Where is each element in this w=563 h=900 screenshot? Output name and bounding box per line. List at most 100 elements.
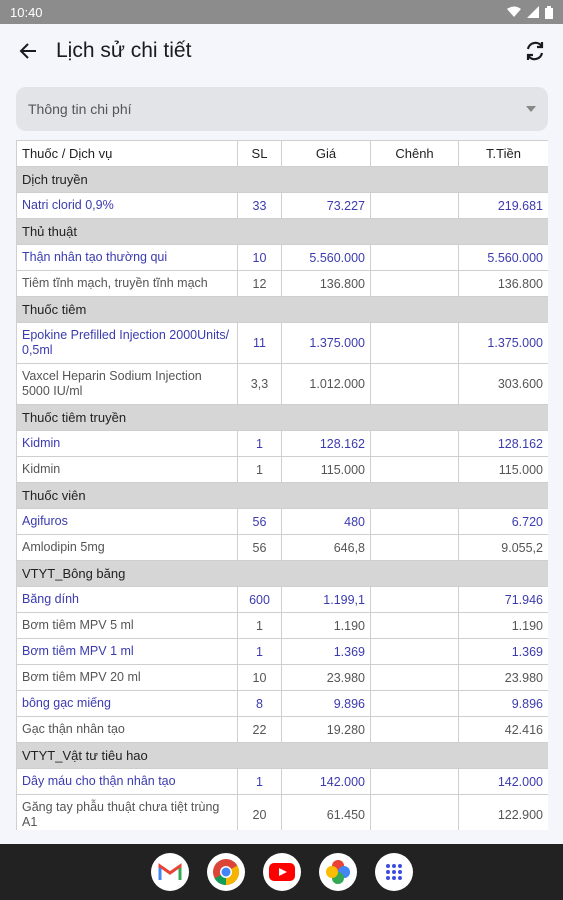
dropdown-label: Thông tin chi phí <box>28 101 132 117</box>
cell-service-name: Natri clorid 0,9% <box>16 192 238 219</box>
wifi-icon <box>507 6 521 17</box>
back-button[interactable] <box>12 35 44 67</box>
table-row[interactable]: Dây máu cho thận nhân tạo 1 142.000 142.000 <box>16 768 548 795</box>
table-group-row: Thuốc viên <box>16 482 548 509</box>
cell-service-name: Epokine Prefilled Injection 2000Units/ 0… <box>16 322 238 364</box>
group-label: Thủ thuật <box>16 218 548 245</box>
arrow-left-icon <box>19 43 36 59</box>
cell-qty: 3,3 <box>237 363 282 405</box>
group-label: VTYT_Vật tư tiêu hao <box>16 742 548 769</box>
cell-qty: 1 <box>237 456 282 483</box>
cell-service-name: Tiêm tĩnh mạch, truyền tĩnh mạch <box>16 270 238 297</box>
app-bar: Lịch sử chi tiết <box>0 24 563 78</box>
table-row[interactable]: Kidmin 1 128.162 128.162 <box>16 430 548 457</box>
status-bar: 10:40 <box>0 0 563 24</box>
table-row[interactable]: Bơm tiêm MPV 1 ml 1 1.369 1.369 <box>16 638 548 665</box>
cell-service-name: Agifuros <box>16 508 238 535</box>
cell-diff <box>370 716 459 743</box>
col-header-price: Giá <box>281 140 371 167</box>
cell-service-name: Amlodipin 5mg <box>16 534 238 561</box>
table-row[interactable]: Tiêm tĩnh mạch, truyền tĩnh mạch 12 136.80… <box>16 270 548 297</box>
cell-diff <box>370 322 459 364</box>
youtube-icon[interactable] <box>262 853 301 891</box>
table-row[interactable]: Bơm tiêm MPV 20 ml 10 23.980 23.980 <box>16 664 548 691</box>
table-row[interactable]: Bơm tiêm MPV 5 ml 1 1.190 1.190 <box>16 612 548 639</box>
cell-qty: 1 <box>237 612 282 639</box>
cost-table-container[interactable]: Thuốc / Dịch vụ SL Giá Chênh T.Tiền Dịch… <box>16 140 548 830</box>
table-body: Dịch truyền Natri clorid 0,9% 33 73.227 219.… <box>16 166 548 830</box>
table-row[interactable]: Natri clorid 0,9% 33 73.227 219.681 <box>16 192 548 219</box>
table-row[interactable]: Thận nhân tạo thường qui 10 5.560.000 5.560… <box>16 244 548 271</box>
cell-service-name: bông gạc miếng <box>16 690 238 717</box>
cell-qty: 8 <box>237 690 282 717</box>
photos-icon[interactable] <box>318 853 357 891</box>
table-row[interactable]: Agifuros 56 480 6.720 <box>16 508 548 535</box>
cell-qty: 10 <box>237 244 282 271</box>
status-time: 10:40 <box>10 4 43 20</box>
cell-diff <box>370 768 459 795</box>
group-label: Dịch truyền <box>16 166 548 193</box>
refresh-button[interactable] <box>519 35 551 67</box>
table-group-row: Thuốc tiêm <box>16 296 548 323</box>
cell-total: 128.162 <box>458 430 548 457</box>
cell-price: 1.375.000 <box>281 322 371 364</box>
table-row[interactable]: Vaxcel Heparin Sodium Injection 5000 IU/… <box>16 363 548 405</box>
cell-price: 128.162 <box>281 430 371 457</box>
cell-total: 1.190 <box>458 612 548 639</box>
table-row[interactable]: Băng dính 600 1.199,1 71.946 <box>16 586 548 613</box>
cell-total: 6.720 <box>458 508 548 535</box>
cell-price: 61.450 <box>281 794 371 830</box>
cell-total: 1.375.000 <box>458 322 548 364</box>
cell-service-name: Găng tay phẫu thuật chưa tiệt trùng A1 <box>16 794 238 830</box>
cell-service-name: Kidmin <box>16 456 238 483</box>
cell-diff <box>370 192 459 219</box>
app-drawer-icon[interactable] <box>374 853 413 891</box>
signal-icon <box>527 6 539 18</box>
cell-price: 23.980 <box>281 664 371 691</box>
table-row[interactable]: bông gạc miếng 8 9.896 9.896 <box>16 690 548 717</box>
cell-diff <box>370 244 459 271</box>
table-header-row: Thuốc / Dịch vụ SL Giá Chênh T.Tiền <box>16 140 548 167</box>
table-group-row: Dịch truyền <box>16 166 548 193</box>
page-title: Lịch sử chi tiết <box>56 39 192 62</box>
cell-diff <box>370 794 459 830</box>
cell-price: 136.800 <box>281 270 371 297</box>
cell-total: 142.000 <box>458 768 548 795</box>
cell-total: 219.681 <box>458 192 548 219</box>
cost-info-dropdown[interactable]: Thông tin chi phí <box>16 87 548 131</box>
table-row[interactable]: Amlodipin 5mg 56 646,8 9.055,2 <box>16 534 548 561</box>
table-row[interactable]: Epokine Prefilled Injection 2000Units/ 0… <box>16 322 548 364</box>
cell-diff <box>370 363 459 405</box>
cell-diff <box>370 456 459 483</box>
group-label: Thuốc tiêm truyền <box>16 404 548 431</box>
chrome-icon[interactable] <box>206 853 245 891</box>
cell-qty: 12 <box>237 270 282 297</box>
cell-price: 73.227 <box>281 192 371 219</box>
table-row[interactable]: Gạc thận nhân tạo 22 19.280 42.416 <box>16 716 548 743</box>
table-group-row: VTYT_Bông băng <box>16 560 548 587</box>
table-row[interactable]: Găng tay phẫu thuật chưa tiệt trùng A1 20… <box>16 794 548 830</box>
gmail-icon[interactable] <box>150 853 189 891</box>
cell-service-name: Gạc thận nhân tạo <box>16 716 238 743</box>
cell-qty: 1 <box>237 430 282 457</box>
cell-price: 480 <box>281 508 371 535</box>
cell-service-name: Vaxcel Heparin Sodium Injection 5000 IU/… <box>16 363 238 405</box>
cell-price: 115.000 <box>281 456 371 483</box>
cell-price: 646,8 <box>281 534 371 561</box>
col-header-service: Thuốc / Dịch vụ <box>16 140 238 167</box>
table-group-row: Thủ thuật <box>16 218 548 245</box>
cell-price: 19.280 <box>281 716 371 743</box>
cell-total: 1.369 <box>458 638 548 665</box>
refresh-icon <box>526 41 544 61</box>
cell-qty: 600 <box>237 586 282 613</box>
cell-total: 71.946 <box>458 586 548 613</box>
cell-diff <box>370 664 459 691</box>
cell-qty: 10 <box>237 664 282 691</box>
cell-total: 136.800 <box>458 270 548 297</box>
cell-diff <box>370 430 459 457</box>
caret-down-icon <box>526 106 536 112</box>
cell-price: 1.199,1 <box>281 586 371 613</box>
cell-qty: 1 <box>237 768 282 795</box>
cell-qty: 56 <box>237 508 282 535</box>
table-row[interactable]: Kidmin 1 115.000 115.000 <box>16 456 548 483</box>
